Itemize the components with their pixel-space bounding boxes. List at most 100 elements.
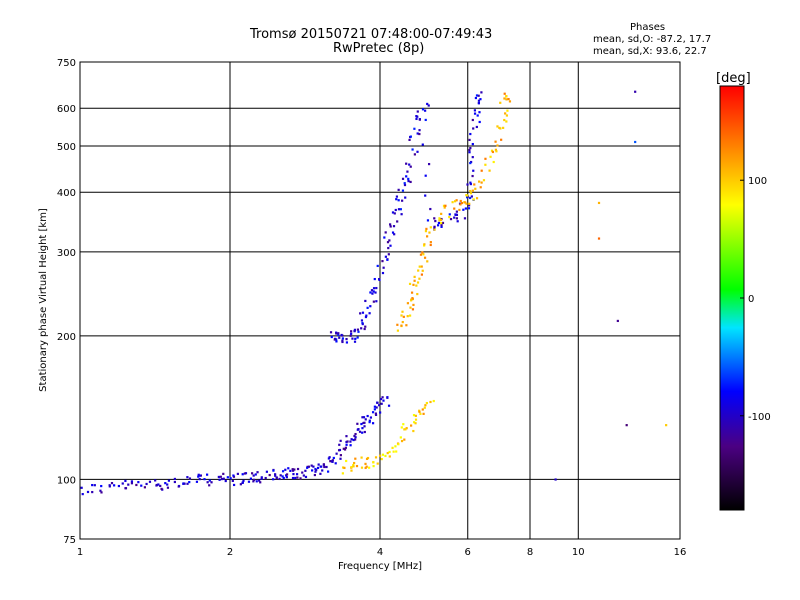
data-point bbox=[374, 291, 377, 294]
data-point bbox=[366, 306, 369, 309]
data-point bbox=[381, 260, 384, 263]
data-point bbox=[195, 480, 199, 483]
isolated-data-point bbox=[597, 237, 601, 240]
data-point bbox=[455, 213, 458, 216]
data-point bbox=[453, 200, 457, 203]
data-point bbox=[391, 211, 395, 214]
data-point bbox=[475, 197, 479, 200]
data-point bbox=[343, 466, 346, 470]
data-point bbox=[465, 202, 468, 205]
data-point bbox=[81, 493, 84, 496]
data-point bbox=[396, 329, 400, 332]
data-point bbox=[239, 483, 242, 486]
data-point bbox=[166, 483, 169, 486]
data-point bbox=[155, 484, 158, 487]
data-point bbox=[197, 475, 200, 478]
data-point bbox=[243, 472, 246, 475]
x-tick-label: 2 bbox=[227, 547, 233, 558]
colorbar-tick-label: 100 bbox=[748, 176, 767, 187]
grid bbox=[80, 62, 680, 539]
data-point bbox=[381, 271, 385, 275]
data-point bbox=[302, 474, 305, 477]
data-point bbox=[117, 484, 121, 488]
data-point bbox=[468, 151, 471, 154]
data-point bbox=[265, 470, 269, 473]
data-point bbox=[315, 469, 318, 472]
data-point bbox=[453, 207, 456, 210]
data-point bbox=[413, 421, 416, 424]
data-point bbox=[469, 182, 472, 186]
data-point bbox=[368, 419, 371, 422]
data-point bbox=[455, 210, 458, 213]
data-point bbox=[307, 465, 311, 468]
data-point bbox=[358, 430, 362, 433]
data-point bbox=[360, 319, 364, 322]
data-point bbox=[387, 246, 390, 250]
y-tick-label: 750 bbox=[57, 58, 76, 69]
colorbar-ticks: 100 0 -100 bbox=[740, 176, 771, 423]
data-point bbox=[356, 328, 360, 331]
y-axis-label: Stationary phase Virtual Height [km] bbox=[38, 208, 49, 392]
data-point bbox=[242, 479, 245, 482]
data-point bbox=[468, 138, 471, 142]
data-point bbox=[463, 217, 467, 220]
data-point bbox=[423, 406, 426, 409]
x-tick-label: 4 bbox=[377, 547, 383, 558]
data-point bbox=[244, 472, 248, 475]
data-point bbox=[369, 291, 372, 294]
data-point bbox=[477, 99, 481, 102]
data-point bbox=[299, 477, 302, 480]
data-point bbox=[326, 470, 330, 473]
data-point bbox=[108, 484, 111, 487]
data-point bbox=[345, 443, 348, 446]
data-point bbox=[369, 416, 373, 419]
data-point bbox=[469, 189, 472, 193]
data-point bbox=[418, 118, 421, 121]
y-tick-label: 400 bbox=[57, 188, 76, 199]
data-point bbox=[477, 94, 480, 97]
data-point bbox=[186, 482, 189, 485]
phases-x-stats: mean, sd,X: 93.6, 22.7 bbox=[593, 46, 707, 57]
data-point bbox=[295, 473, 299, 476]
data-point bbox=[135, 483, 138, 487]
data-point bbox=[378, 278, 381, 282]
data-point bbox=[506, 109, 509, 112]
data-point bbox=[421, 143, 424, 146]
data-point bbox=[474, 187, 477, 190]
data-point bbox=[219, 475, 222, 478]
data-point bbox=[400, 426, 403, 429]
data-point bbox=[422, 412, 425, 415]
data-point bbox=[407, 179, 410, 183]
data-point bbox=[478, 120, 481, 124]
data-point bbox=[455, 199, 458, 202]
data-point bbox=[396, 220, 399, 223]
data-point bbox=[438, 217, 441, 220]
data-point bbox=[386, 258, 389, 261]
data-point bbox=[328, 456, 331, 459]
data-point bbox=[293, 468, 296, 471]
data-point bbox=[412, 283, 415, 286]
data-point bbox=[405, 324, 408, 327]
data-point bbox=[440, 225, 443, 228]
x-tick-label: 1 bbox=[77, 547, 83, 558]
data-point bbox=[384, 231, 387, 234]
data-point bbox=[337, 333, 340, 337]
data-point bbox=[458, 208, 461, 212]
data-point bbox=[490, 149, 494, 152]
data-point bbox=[399, 436, 402, 439]
data-point bbox=[442, 204, 446, 207]
data-point bbox=[400, 314, 403, 317]
data-point bbox=[314, 470, 317, 473]
data-point bbox=[408, 282, 412, 285]
data-point bbox=[371, 422, 375, 425]
data-point bbox=[255, 480, 258, 483]
data-point bbox=[226, 476, 229, 479]
data-point bbox=[91, 483, 94, 487]
data-point bbox=[218, 478, 221, 481]
data-point bbox=[473, 183, 476, 186]
data-point bbox=[173, 477, 176, 481]
data-point bbox=[473, 109, 477, 112]
data-point bbox=[113, 484, 116, 487]
data-point bbox=[499, 101, 502, 104]
